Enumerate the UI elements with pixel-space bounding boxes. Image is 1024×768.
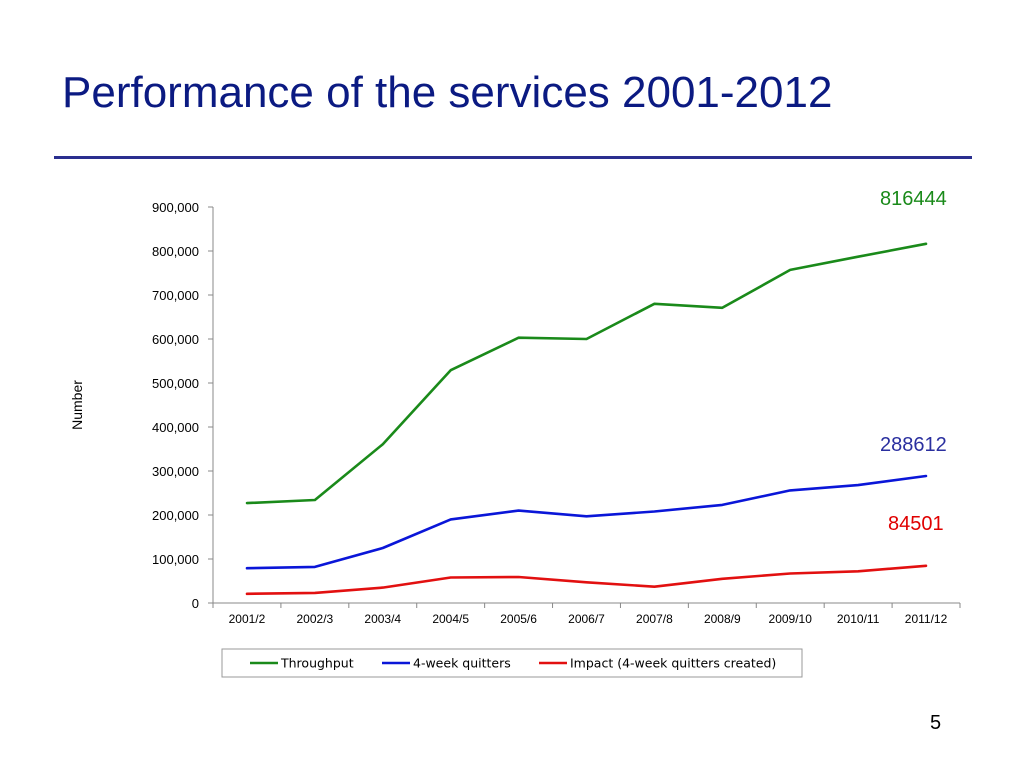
x-tick-label: 2008/9 <box>704 612 741 626</box>
y-tick-label: 800,000 <box>152 244 199 259</box>
throughput-final-value-callout: 816444 <box>880 188 947 210</box>
y-tick-label: 0 <box>192 596 199 611</box>
x-tick-label: 2005/6 <box>500 612 537 626</box>
x-tick-label: 2001/2 <box>229 612 266 626</box>
impact-final-value-callout: 84501 <box>888 513 944 535</box>
y-tick-label: 900,000 <box>152 200 199 215</box>
x-tick-label: 2003/4 <box>364 612 401 626</box>
series-line-1 <box>245 242 928 505</box>
y-axis-label: Number <box>69 380 85 430</box>
quitters-final-value-callout: 288612 <box>880 434 947 456</box>
slide-title: Performance of the services 2001-2012 <box>62 68 833 117</box>
x-tick-label: 2011/12 <box>905 612 948 626</box>
x-tick-label: 2002/3 <box>297 612 334 626</box>
y-tick-label: 400,000 <box>152 420 199 435</box>
x-tick-label: 2007/8 <box>636 612 673 626</box>
x-tick-label: 2010/11 <box>837 612 880 626</box>
x-tick-label: 2006/7 <box>568 612 605 626</box>
legend-box <box>221 648 803 678</box>
y-tick-label: 300,000 <box>152 464 199 479</box>
x-tick-label: 2009/10 <box>769 612 813 626</box>
series-line-2 <box>245 474 928 570</box>
slide-number: 5 <box>930 712 942 734</box>
legend-label: Throughput <box>280 656 354 671</box>
y-tick-label: 100,000 <box>152 552 199 567</box>
x-tick-label: 2004/5 <box>432 612 469 626</box>
y-tick-label: 600,000 <box>152 332 199 347</box>
y-tick-label: 700,000 <box>152 288 199 303</box>
title-divider <box>54 156 972 159</box>
series-line-3 <box>245 564 928 596</box>
y-tick-label: 200,000 <box>152 508 199 523</box>
legend-label: Impact (4-week quitters created) <box>570 656 776 671</box>
y-tick-label: 500,000 <box>152 376 199 391</box>
legend-label: 4-week quitters <box>413 656 511 671</box>
